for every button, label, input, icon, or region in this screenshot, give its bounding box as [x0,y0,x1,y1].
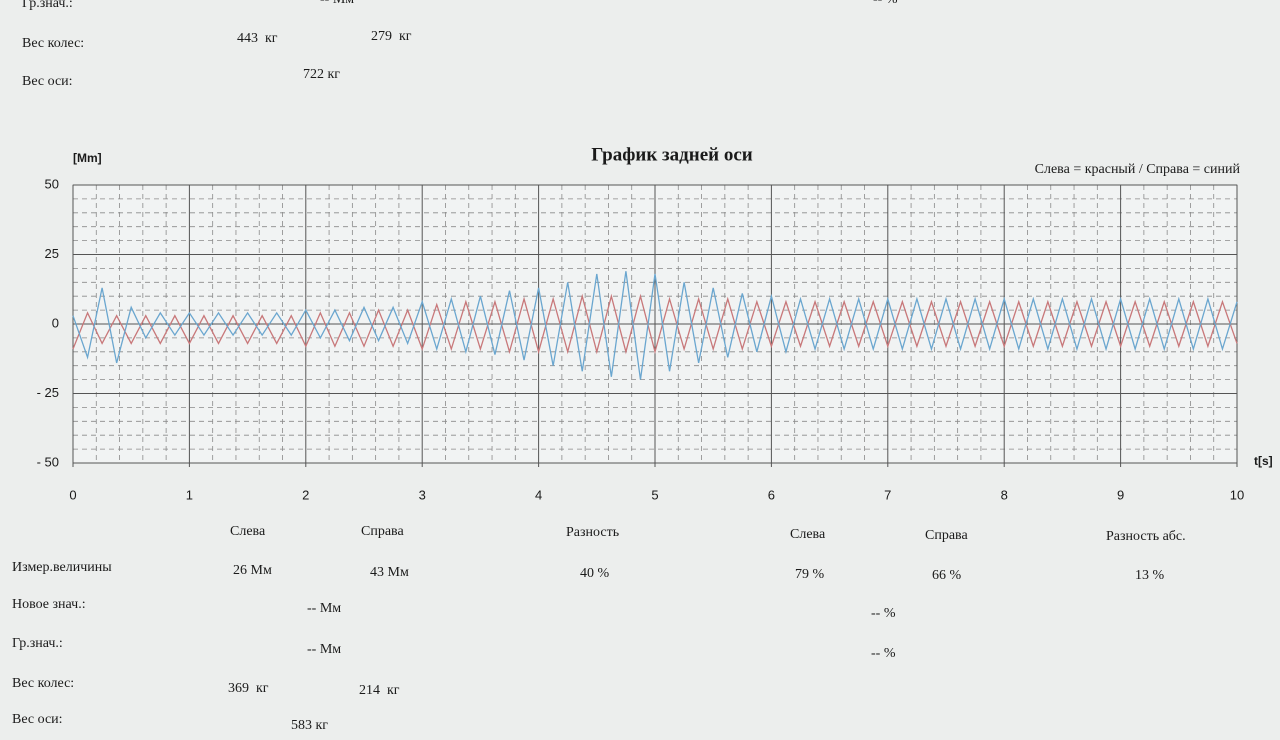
row-value: -- % [871,606,896,621]
column-header: Справа [361,524,404,539]
signal-line [72,293,1238,355]
x-tick-label: 8 [1001,487,1008,502]
legend: Слева = красный / Справа = синий [1035,162,1241,177]
row-value: 583 кг [291,718,329,733]
row-label: Гр.знач.: [12,636,63,651]
row-label: Вес оси: [12,712,63,727]
row-value: -- % [871,646,896,661]
x-tick-label: 5 [651,487,658,502]
column-header: Слева [790,527,826,542]
x-tick-label: 1 [186,487,193,502]
row-value: 214 кг [359,683,400,698]
row-value: -- Мм [320,0,354,8]
y-tick-label: 0 [52,315,59,330]
row-value: 369 кг [228,681,269,696]
row-value: 722 кг [303,67,341,82]
x-tick-label: 10 [1230,487,1244,502]
x-tick-label: 0 [69,487,76,502]
row-label: Вес колес: [12,676,75,691]
row-value: -- Мм [307,601,342,616]
y-tick-label: 25 [45,246,59,261]
y-tick-label: - 50 [37,454,59,469]
row-value: 43 Мм [370,565,409,580]
row-label: Измер.величины [12,560,112,575]
row-value: 13 % [1135,568,1165,583]
row-label: Вес оси: [22,74,73,89]
y-tick-label: - 25 [37,385,59,400]
x-tick-label: 6 [768,487,775,502]
x-axis-label: t[s] [1254,454,1273,468]
x-tick-label: 4 [535,487,542,502]
row-value: 40 % [580,566,610,581]
row-label: Вес колес: [22,36,85,51]
x-tick-label: 3 [419,487,426,502]
row-value: 443 кг [237,31,278,46]
row-value: 279 кг [371,29,412,44]
x-tick-label: 2 [302,487,309,502]
row-label: Гр.знач.: [22,0,73,11]
y-axis-label: [Mm] [73,151,102,165]
column-header: Слева [230,524,266,539]
row-value: -- Мм [307,642,342,657]
row-label: Новое знач.: [12,597,86,612]
column-header: Разность абс. [1106,529,1186,544]
column-header: Разность [566,525,620,540]
x-tick-label: 7 [884,487,891,502]
row-value: 66 % [932,568,962,583]
row-value: 79 % [795,567,825,582]
row-value: -- % [873,0,898,8]
row-value: 26 Мм [233,563,272,578]
x-tick-label: 9 [1117,487,1124,502]
column-header: Справа [925,528,968,543]
y-tick-label: 50 [45,176,59,191]
signal-line [72,271,1238,380]
chart-title: График задней оси [591,144,753,165]
